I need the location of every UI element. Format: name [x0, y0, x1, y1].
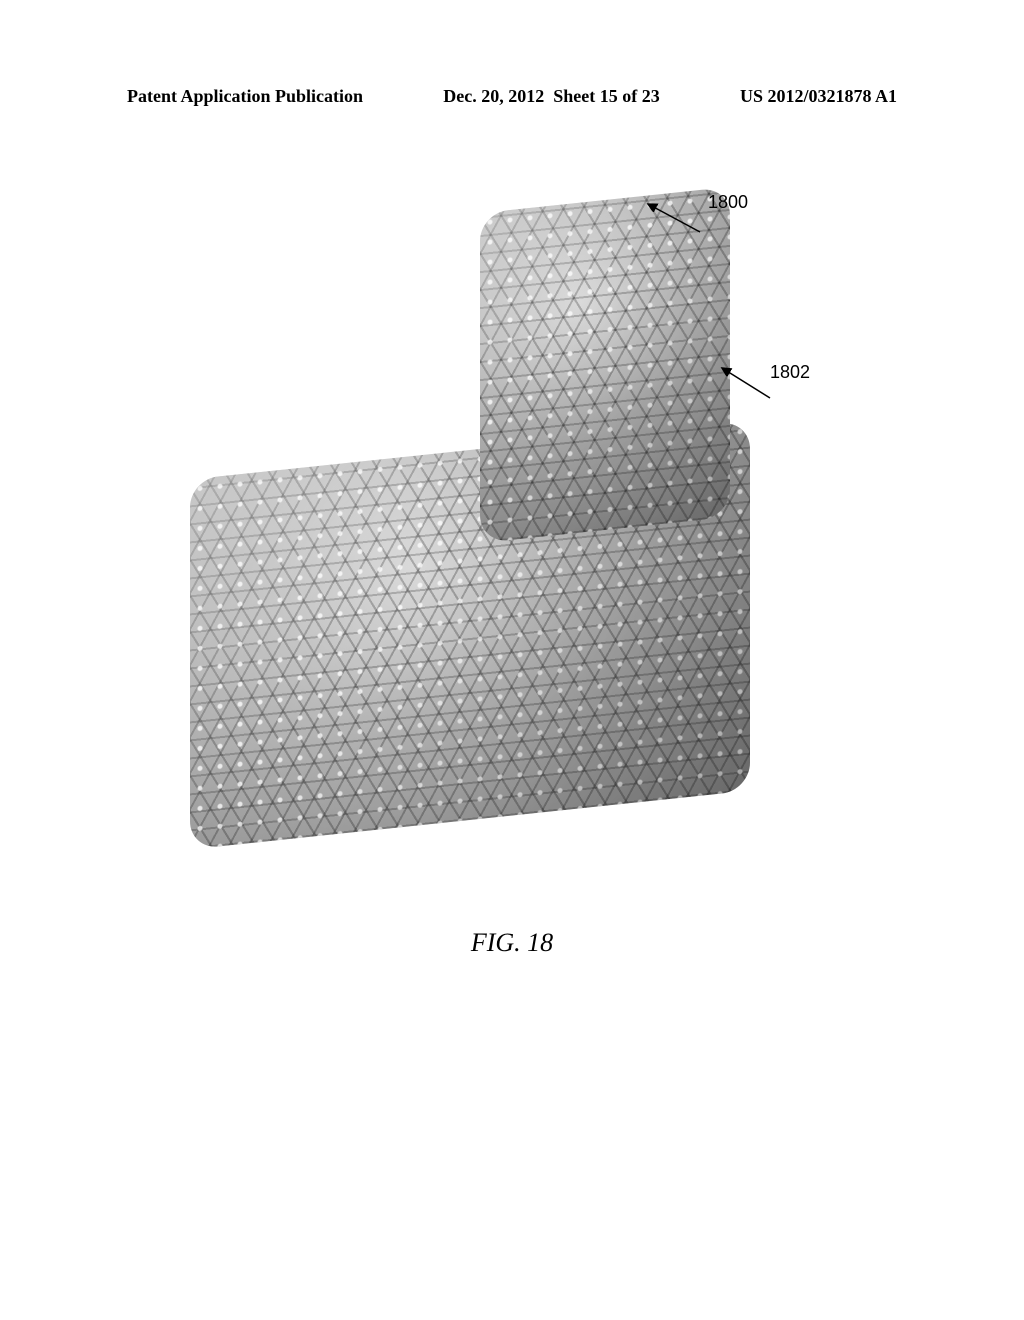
page-header-inner: Patent Application Publication Dec. 20, …	[127, 86, 897, 107]
figure-18: 1800 1802	[150, 190, 870, 910]
leader-1800	[150, 190, 870, 910]
page-header: Patent Application Publication Dec. 20, …	[0, 86, 1024, 107]
figure-caption: FIG. 18	[0, 928, 1024, 958]
header-date: Dec. 20, 2012	[443, 86, 544, 106]
ref-1802: 1802	[770, 362, 810, 383]
header-date-sheet: Dec. 20, 2012 Sheet 15 of 23	[443, 86, 659, 107]
header-sheet: Sheet 15 of 23	[553, 86, 660, 106]
header-publication-number: US 2012/0321878 A1	[740, 86, 897, 107]
header-publication-type: Patent Application Publication	[127, 86, 363, 107]
ref-1800: 1800	[708, 192, 748, 213]
